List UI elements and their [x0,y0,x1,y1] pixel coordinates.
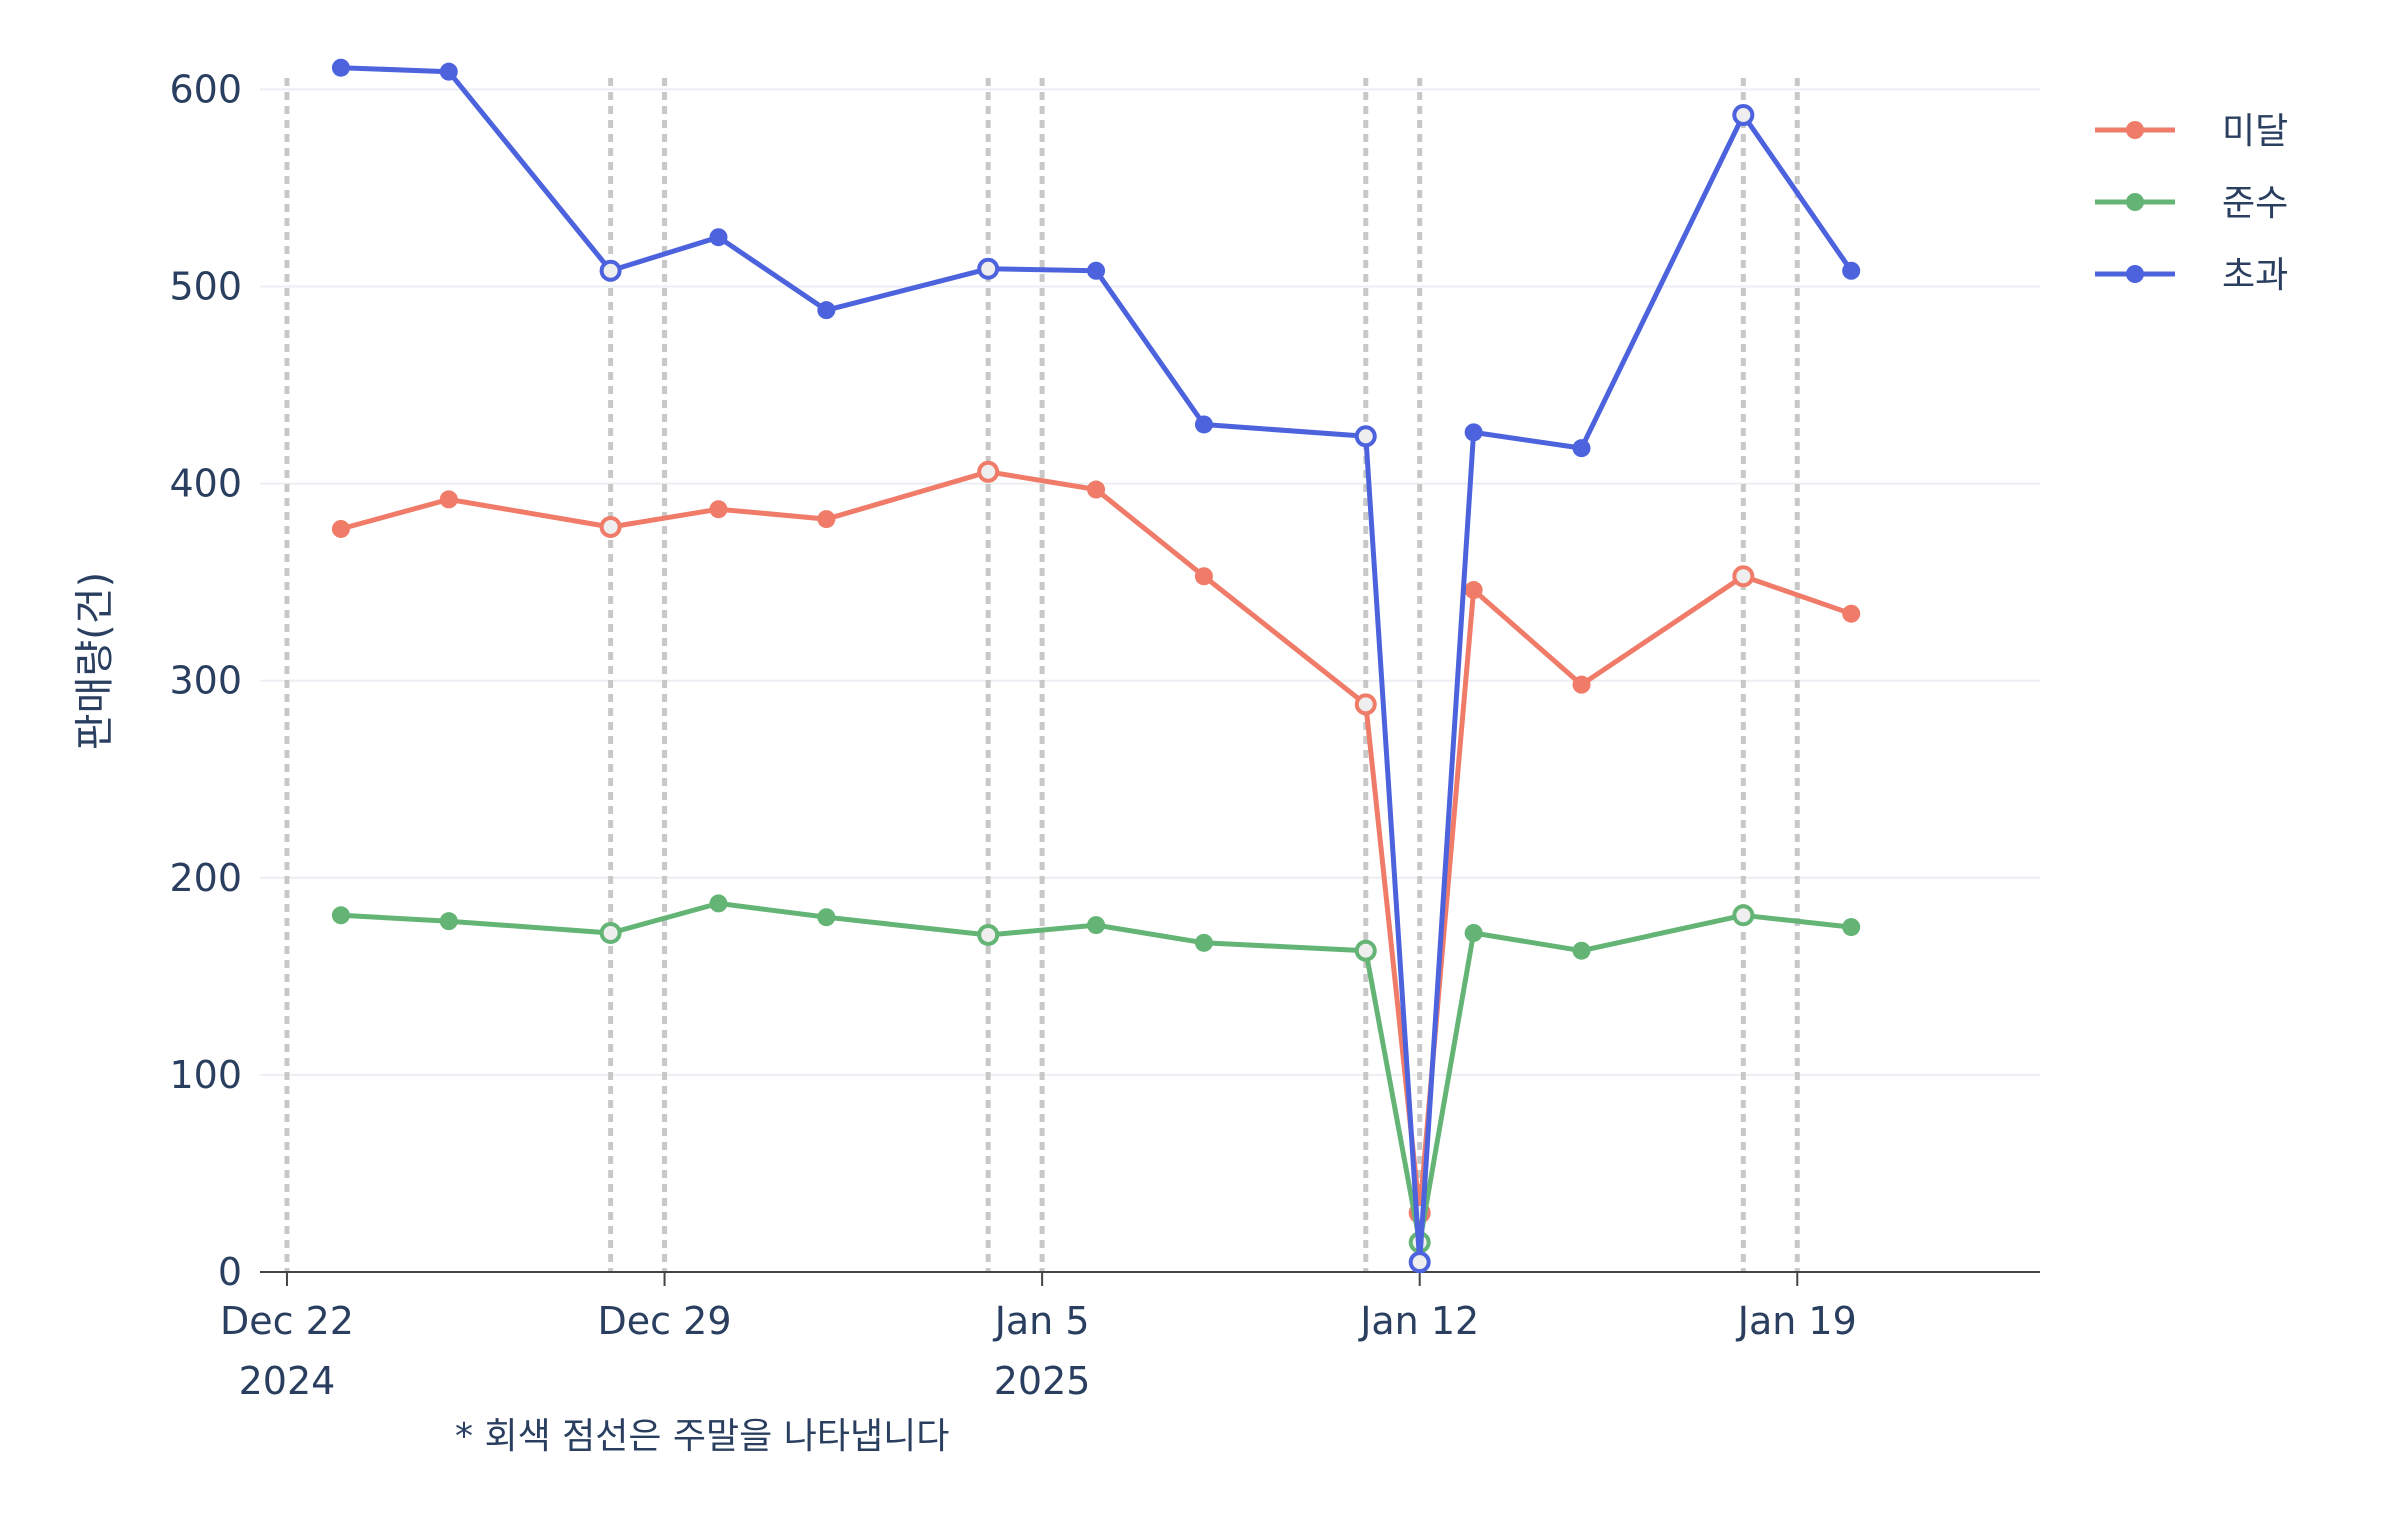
data-point [1194,933,1213,952]
data-point [599,259,622,282]
data-point [1572,941,1591,960]
data-point [1354,693,1377,716]
data-point [709,228,728,247]
data-point [1842,918,1861,937]
legend-label: 준수 [2222,183,2288,224]
data-point [817,510,836,529]
data-point [977,257,1000,280]
y-tick-label: 500 [169,265,242,309]
data-point [439,490,458,509]
series-line [340,65,1854,1265]
data-point [1732,904,1755,927]
x-tick-label: Dec 29 [598,1299,732,1343]
data-point [977,460,1000,483]
legend-swatch-marker [2126,193,2144,211]
data-point [709,500,728,519]
x-axis-ticks: Dec 22 2024 Dec 29 Jan 5 2025 Jan 12 Jan 19 [220,1272,1857,1403]
y-tick-label: 300 [169,659,242,703]
x-tick-label: Jan 19 [1736,1299,1857,1343]
data-point [331,58,350,77]
series-line [340,900,1852,1245]
data-point [1464,923,1483,942]
data-point [709,894,728,913]
data-point [1354,939,1377,962]
data-point [1194,567,1213,586]
legend-swatch-marker [2126,121,2144,139]
data-point [1732,565,1755,588]
legend-item: 준수 [2095,183,2288,224]
series-1 [331,460,1861,1224]
data-point [599,921,622,944]
data-point [331,906,350,925]
data-point [1087,261,1106,280]
x-tick-label: Dec 22 [220,1299,354,1343]
series-group [331,58,1861,1274]
series-2 [331,894,1861,1254]
weekend-lines [284,78,1800,1272]
y-axis-title: 판매량(건) [72,572,118,750]
data-point [1194,415,1213,434]
data-point [1087,916,1106,935]
data-point [1087,480,1106,499]
data-point [599,515,622,538]
data-point [1842,261,1861,280]
data-point [1464,423,1483,442]
data-point [1842,604,1861,623]
data-point [1408,1251,1431,1274]
data-point [817,301,836,320]
data-point [331,519,350,538]
legend-label: 초과 [2222,255,2288,296]
data-point [1572,439,1591,458]
legend-label: 미달 [2222,111,2288,152]
legend-item: 미달 [2095,111,2288,152]
data-point [977,923,1000,946]
data-point [817,908,836,927]
legend-swatch-marker [2126,265,2144,283]
data-point [1464,581,1483,600]
data-point [1732,104,1755,127]
y-tick-label: 200 [169,856,242,900]
x-tick-year-label: 2025 [994,1359,1091,1403]
data-point [1572,675,1591,694]
x-tick-year-label: 2024 [239,1359,336,1403]
y-tick-label: 600 [169,67,242,111]
series-line [340,469,1853,1216]
legend-item: 초과 [2095,255,2288,296]
data-point [1354,425,1377,448]
data-point [439,62,458,81]
weekend-annotation: * 회색 점선은 주말을 나타냅니다 [455,1416,949,1457]
y-tick-label: 100 [169,1053,242,1097]
y-tick-label: 400 [169,462,242,506]
y-axis-ticks: 0 100 200 300 400 500 600 [169,67,242,1294]
x-tick-label: Jan 12 [1358,1299,1479,1343]
x-tick-label: Jan 5 [993,1299,1090,1343]
data-point [439,912,458,931]
y-tick-label: 0 [218,1250,242,1294]
series-3 [331,58,1861,1274]
